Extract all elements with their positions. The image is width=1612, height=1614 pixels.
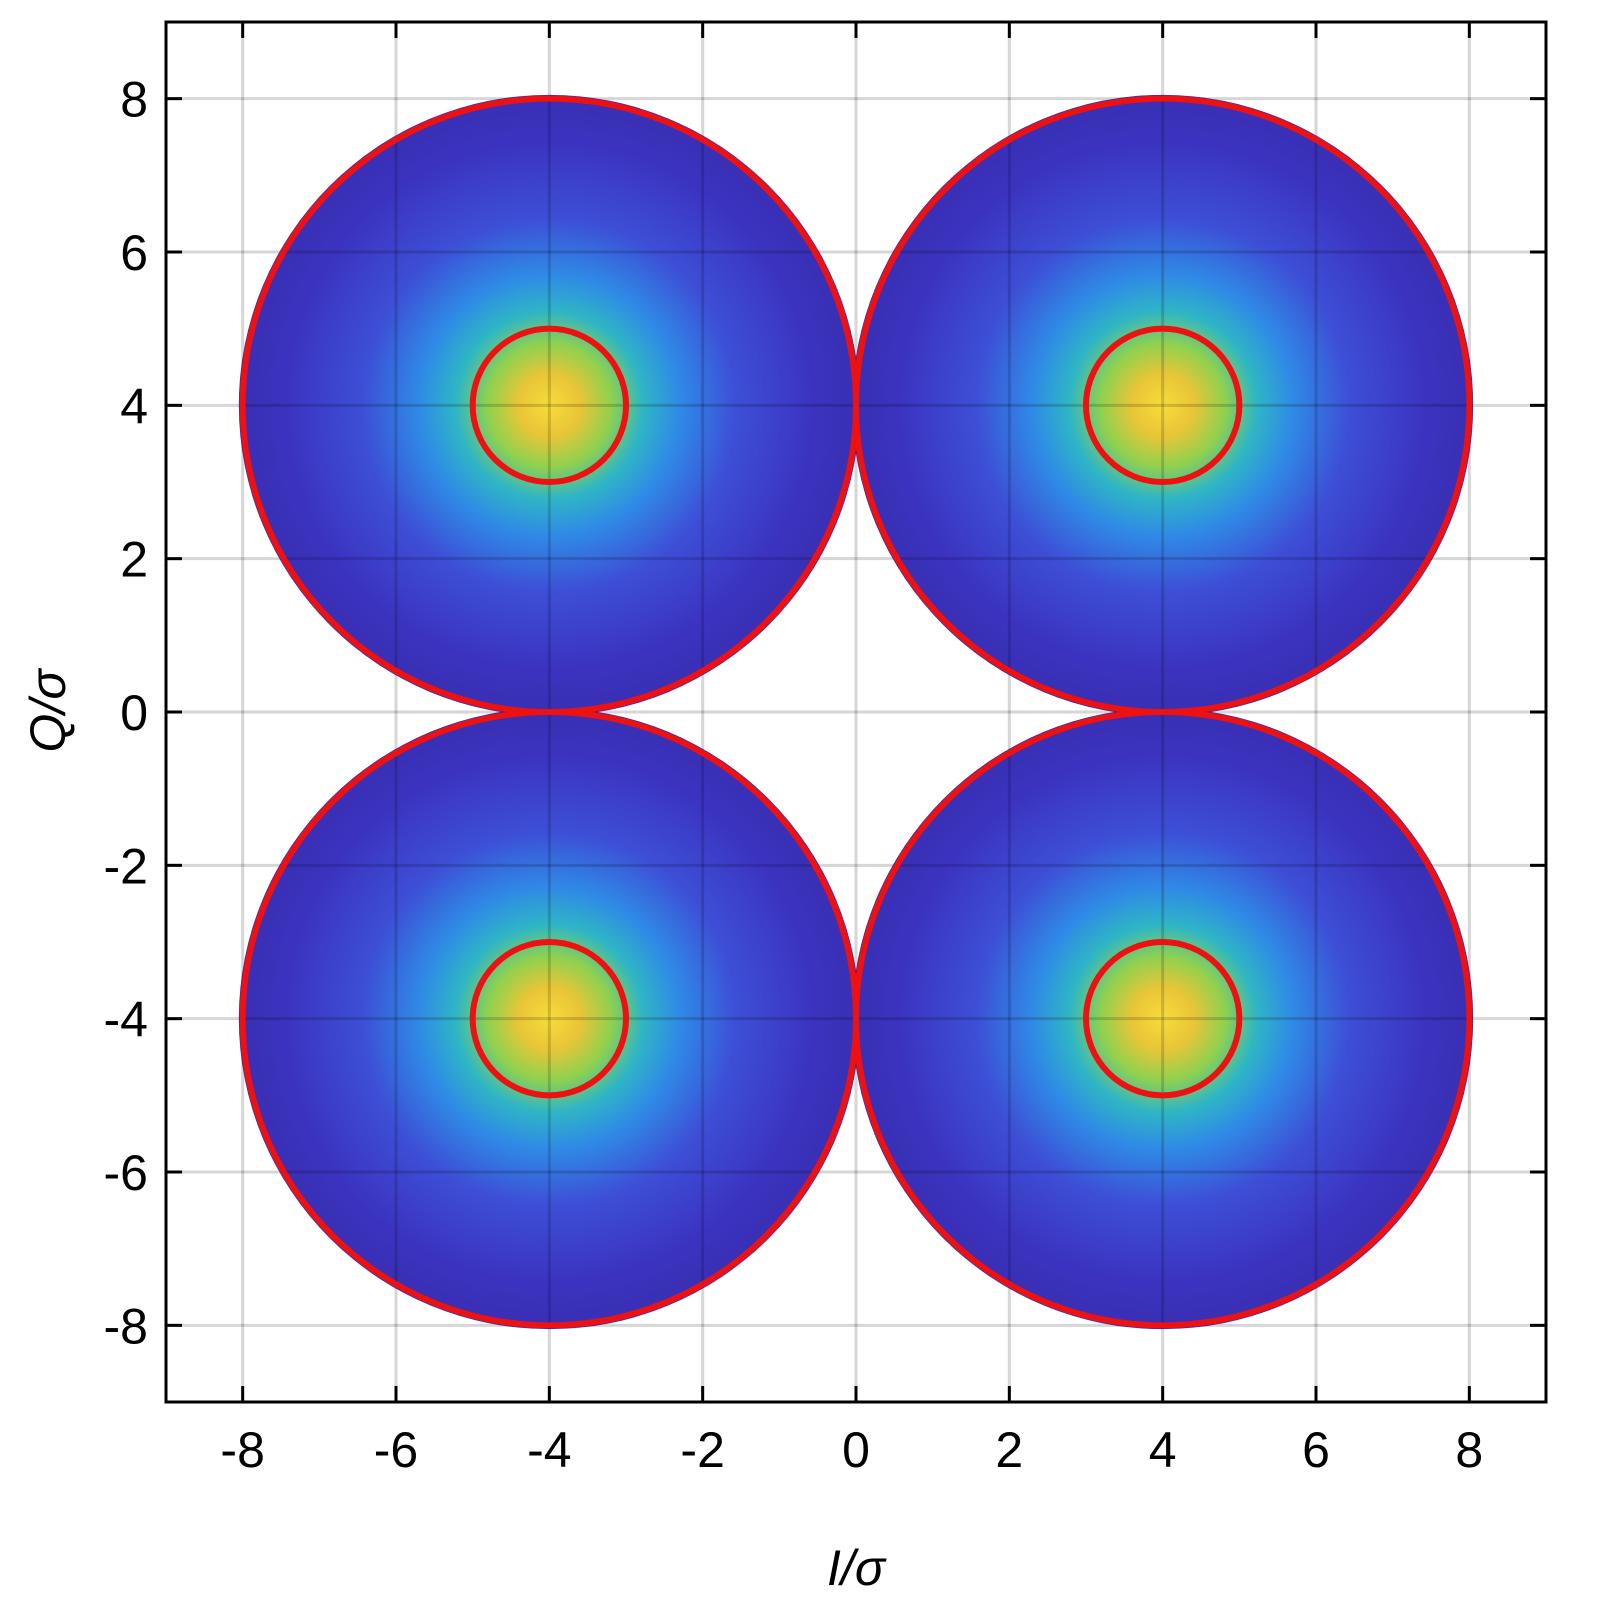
x-tick-label: -8 (220, 1422, 264, 1478)
y-tick-label: 0 (120, 685, 148, 741)
x-tick-label: 6 (1302, 1422, 1330, 1478)
threshold-circle (1083, 939, 1243, 1099)
y-axis-label: Q/σ (20, 668, 76, 753)
y-tick-label: 4 (120, 378, 148, 434)
density-cluster (852, 94, 1474, 716)
y-tick-label: 2 (120, 532, 148, 588)
y-tick-label: -8 (104, 1298, 148, 1354)
x-tick-label: 8 (1455, 1422, 1483, 1478)
threshold-circle (853, 709, 1473, 1329)
density-cluster (238, 708, 860, 1330)
y-tick-label: 8 (120, 72, 148, 128)
x-tick-label: -2 (680, 1422, 724, 1478)
y-tick-label: 6 (120, 225, 148, 281)
x-tick-label: 2 (995, 1422, 1023, 1478)
density-cluster (852, 708, 1474, 1330)
x-tick-label: 4 (1149, 1422, 1177, 1478)
y-tick-label: -4 (104, 992, 148, 1048)
x-tick-label: -4 (527, 1422, 571, 1478)
density-cluster (238, 94, 860, 716)
threshold-circle (1083, 325, 1243, 486)
plot-frame (164, 20, 1548, 1404)
y-tick-label: -2 (104, 838, 148, 894)
x-axis-label: I/σ (827, 1540, 887, 1596)
threshold-circle (469, 939, 629, 1099)
y-tick-label: -6 (104, 1145, 148, 1201)
x-tick-label: 0 (842, 1422, 870, 1478)
x-tick-label: -6 (374, 1422, 418, 1478)
threshold-circle (469, 325, 629, 486)
